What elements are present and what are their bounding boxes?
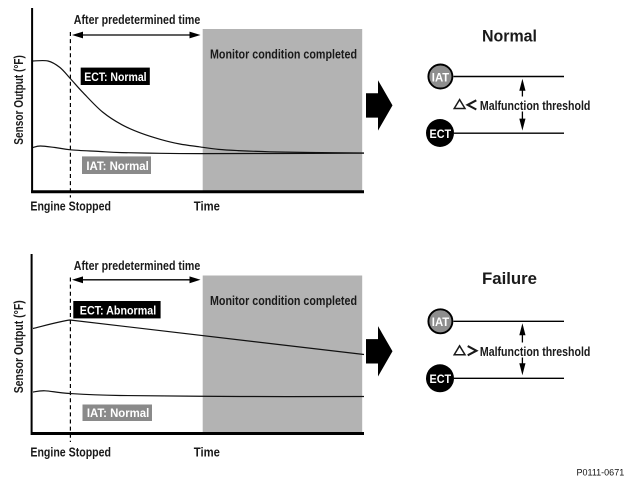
svg-text:IAT: Normal: IAT: Normal <box>86 159 148 173</box>
svg-text:IAT: Normal: IAT: Normal <box>87 406 149 420</box>
svg-text:IAT: IAT <box>432 70 450 84</box>
svg-text:P0111-0671: P0111-0671 <box>577 468 625 479</box>
svg-text:Normal: Normal <box>482 26 537 45</box>
svg-text:Engine Stopped: Engine Stopped <box>30 445 111 460</box>
svg-text:Failure: Failure <box>482 269 537 288</box>
svg-text:ECT: Abnormal: ECT: Abnormal <box>80 303 156 317</box>
svg-text:ECT: ECT <box>430 127 452 141</box>
svg-text:IAT: IAT <box>432 315 450 329</box>
svg-text:Sensor Output (°F): Sensor Output (°F) <box>11 300 26 393</box>
svg-text:Malfunction threshold: Malfunction threshold <box>480 344 591 359</box>
svg-text:Sensor Output (°F): Sensor Output (°F) <box>11 55 26 145</box>
svg-text:Monitor condition completed: Monitor condition completed <box>210 47 357 62</box>
svg-text:After predetermined time: After predetermined time <box>74 258 201 273</box>
svg-text:Monitor condition completed: Monitor condition completed <box>210 293 357 308</box>
svg-text:ECT: ECT <box>430 372 452 386</box>
svg-text:Time: Time <box>194 445 220 460</box>
svg-text:Engine Stopped: Engine Stopped <box>30 199 111 214</box>
svg-text:Time: Time <box>194 199 220 214</box>
svg-text:ECT: Normal: ECT: Normal <box>84 70 146 84</box>
svg-text:Malfunction threshold: Malfunction threshold <box>480 98 591 113</box>
svg-text:After predetermined time: After predetermined time <box>74 12 201 27</box>
